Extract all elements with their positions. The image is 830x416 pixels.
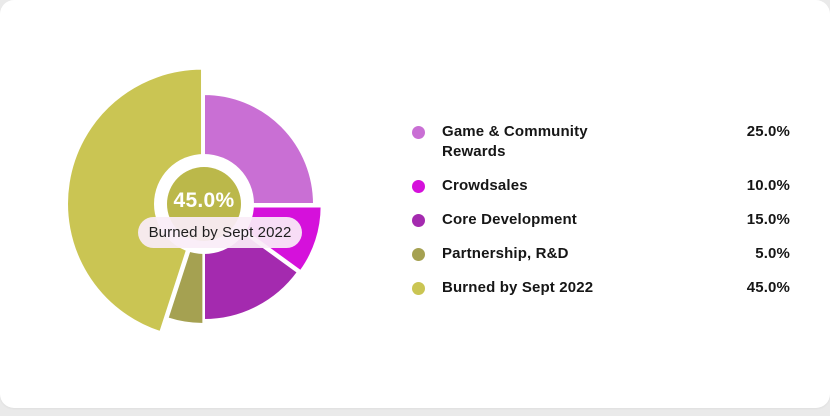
legend-label: Game & Community Rewards xyxy=(442,123,588,160)
legend-marker-icon xyxy=(412,248,425,261)
legend-item-5[interactable]: Burned by Sept 2022 45.0% xyxy=(412,278,790,298)
legend-value: 45.0% xyxy=(746,279,790,296)
legend-value: 25.0% xyxy=(746,123,790,140)
donut-chart: 45.0% Burned by Sept 2022 xyxy=(0,0,420,408)
chart-legend: Game & Community Rewards 25.0% Crowdsales 1… xyxy=(412,122,790,312)
pie-slice-5[interactable] xyxy=(66,67,204,334)
legend-label: Burned by Sept 2022 xyxy=(442,279,594,296)
legend-marker-icon xyxy=(412,282,425,295)
chart-tooltip: Burned by Sept 2022 xyxy=(138,217,302,248)
legend-value: 15.0% xyxy=(746,211,790,228)
legend-label: Core Development xyxy=(442,211,577,228)
legend-marker-icon xyxy=(412,214,425,227)
donut-chart-svg xyxy=(66,67,323,334)
legend-item-2[interactable]: Crowdsales 10.0% xyxy=(412,176,790,196)
legend-item-1[interactable]: Game & Community Rewards 25.0% xyxy=(412,122,790,162)
legend-value: 5.0% xyxy=(755,245,790,262)
legend-value: 10.0% xyxy=(746,177,790,194)
legend-marker-icon xyxy=(412,180,425,193)
legend-marker-icon xyxy=(412,126,425,139)
legend-item-4[interactable]: Partnership, R&D 5.0% xyxy=(412,244,790,264)
legend-label: Crowdsales xyxy=(442,177,528,194)
legend-label: Partnership, R&D xyxy=(442,245,569,262)
legend-item-3[interactable]: Core Development 15.0% xyxy=(412,210,790,230)
